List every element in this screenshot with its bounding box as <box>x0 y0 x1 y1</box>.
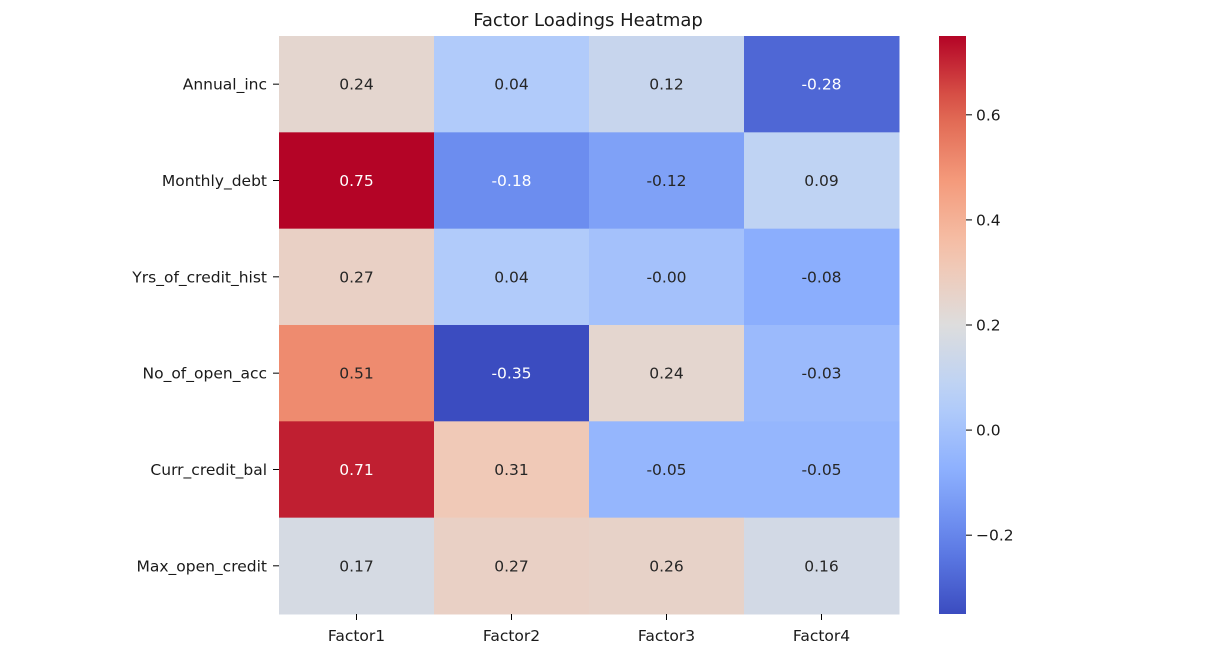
y-tick-label: Curr_credit_bal <box>150 461 267 480</box>
cell-value-label: -0.12 <box>646 172 686 190</box>
cell-value-label: 0.09 <box>804 172 839 190</box>
heatmap-cell <box>279 517 435 615</box>
heatmap-cell <box>744 421 900 519</box>
cell-value-label: 0.12 <box>649 76 684 94</box>
heatmap-cell <box>744 324 900 422</box>
y-tick-label: Annual_inc <box>183 76 267 95</box>
heatmap-cell <box>589 324 745 422</box>
heatmap-cell <box>434 36 590 133</box>
heatmap-cell <box>279 36 435 133</box>
colorbar-tick-label: −0.2 <box>976 527 1014 545</box>
heatmap-cell <box>434 228 590 326</box>
cell-value-label: 0.27 <box>494 557 529 575</box>
cell-value-label: -0.08 <box>801 268 841 286</box>
cell-value-label: 0.31 <box>494 461 529 479</box>
cell-value-label: 0.51 <box>339 365 374 383</box>
heatmap-cell <box>279 228 435 326</box>
cell-value-label: -0.18 <box>491 172 531 190</box>
x-tick-label: Factor3 <box>638 627 695 645</box>
heatmap-cell <box>279 132 435 230</box>
cell-value-label: -0.03 <box>801 365 841 383</box>
heatmap-cell <box>589 517 745 615</box>
x-tick-label: Factor2 <box>483 627 540 645</box>
heatmap-cell <box>434 421 590 519</box>
colorbar-tick-label: 0.6 <box>976 106 1001 124</box>
cell-value-label: -0.28 <box>801 76 841 94</box>
y-tick-label: Yrs_of_credit_hist <box>131 268 267 287</box>
cell-value-label: 0.04 <box>494 268 529 286</box>
cell-value-label: -0.35 <box>491 365 531 383</box>
cell-value-label: 0.24 <box>339 76 374 94</box>
cell-value-label: 0.75 <box>339 172 374 190</box>
heatmap-cells: 0.24 0.04 0.12 -0.28 0.75 -0.18 -0.12 0.09 0.27 0… <box>279 36 900 615</box>
heatmap-cell <box>434 132 590 230</box>
heatmap-cell <box>744 36 900 133</box>
colorbar: 0.6 0.4 0.2 0.0 −0.2 <box>939 36 1014 614</box>
colorbar-tick-label: 0.4 <box>976 211 1001 229</box>
heatmap-cell <box>744 517 900 615</box>
heatmap-cell <box>279 324 435 422</box>
cell-value-label: -0.05 <box>646 461 686 479</box>
colorbar-tick-label: 0.2 <box>976 317 1001 335</box>
heatmap-cell <box>434 517 590 615</box>
cell-value-label: 0.71 <box>339 461 374 479</box>
cell-value-label: -0.05 <box>801 461 841 479</box>
heatmap-cell <box>589 421 745 519</box>
colorbar-tick-label: 0.0 <box>976 422 1001 440</box>
heatmap-cell <box>589 132 745 230</box>
y-tick-label: Max_open_credit <box>136 557 267 576</box>
colorbar-gradient <box>939 36 966 614</box>
heatmap-cell <box>744 228 900 326</box>
heatmap-cell <box>589 36 745 133</box>
cell-value-label: 0.26 <box>649 557 684 575</box>
cell-value-label: 0.27 <box>339 268 374 286</box>
cell-value-label: 0.04 <box>494 76 529 94</box>
x-axis: Factor1 Factor2 Factor3 Factor4 <box>328 613 850 645</box>
y-axis: Annual_inc Monthly_debt Yrs_of_credit_hist… <box>131 76 279 576</box>
cell-value-label: 0.24 <box>649 365 684 383</box>
colorbar-ticks: 0.6 0.4 0.2 0.0 −0.2 <box>966 106 1014 545</box>
x-tick-label: Factor1 <box>328 627 385 645</box>
cell-value-label: -0.00 <box>646 268 686 286</box>
y-tick-label: Monthly_debt <box>162 172 267 191</box>
heatmap-cell <box>279 421 435 519</box>
heatmap-cell <box>434 324 590 422</box>
chart-title: Factor Loadings Heatmap <box>473 10 703 31</box>
heatmap-cell <box>744 132 900 230</box>
heatmap-cell <box>589 228 745 326</box>
y-tick-label: No_of_open_acc <box>143 365 268 384</box>
cell-value-label: 0.16 <box>804 557 839 575</box>
x-tick-label: Factor4 <box>793 627 850 645</box>
cell-value-label: 0.17 <box>339 557 374 575</box>
